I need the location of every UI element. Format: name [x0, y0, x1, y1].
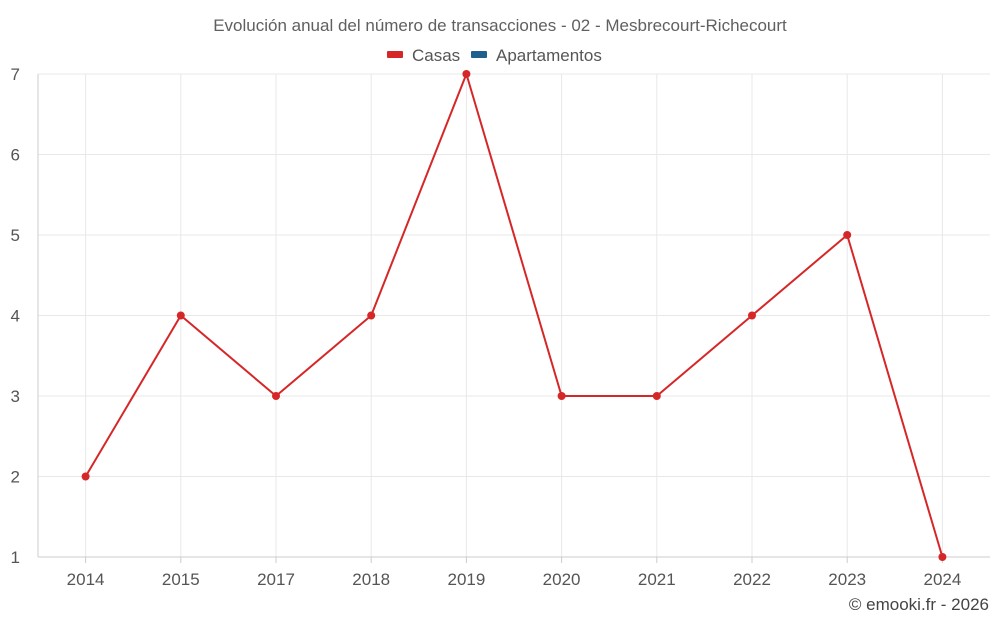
legend-item-casas[interactable]: Casas [387, 46, 460, 65]
data-point-casas-2020[interactable] [557, 392, 566, 400]
credit-text[interactable]: © emooki.fr - 2026 [849, 595, 989, 614]
legend-swatch-casas [387, 51, 403, 58]
y-tick-label: 4 [11, 307, 20, 326]
x-tick-label: 2021 [638, 570, 676, 589]
data-point-casas-2017[interactable] [272, 392, 280, 400]
data-point-casas-2014[interactable] [81, 472, 90, 481]
x-tick-label: 2019 [447, 570, 485, 589]
data-point-casas-2018[interactable] [367, 311, 376, 320]
y-tick-label: 2 [11, 468, 20, 487]
x-tick-label: 2024 [923, 570, 961, 589]
y-tick-label: 7 [11, 65, 20, 84]
chart-title: Evolución anual del número de transaccio… [213, 16, 787, 35]
y-tick-label: 5 [11, 226, 20, 245]
x-tick-label: 2018 [352, 570, 390, 589]
series-line-casas [84, 73, 944, 558]
legend-item-apartamentos[interactable]: Apartamentos [471, 46, 602, 65]
legend-swatch-apartamentos [471, 51, 487, 58]
data-point-casas-2021[interactable] [652, 392, 661, 400]
y-tick-label: 1 [11, 548, 20, 567]
x-tick-label: 2015 [162, 570, 200, 589]
legend-label-casas: Casas [412, 46, 460, 65]
axis-layer: 1 2 3 4 5 6 7 2014 2015 2017 2018 2019 2020 2021 2022 2… [11, 65, 990, 589]
x-tick-label: 2014 [67, 570, 105, 589]
x-tick-label: 2023 [828, 570, 866, 589]
series-layer [81, 70, 947, 561]
data-point-casas-2022[interactable] [748, 311, 756, 320]
x-tick-label: 2020 [543, 570, 581, 589]
legend-label-apartamentos: Apartamentos [496, 46, 602, 65]
y-tick-label: 3 [11, 387, 20, 406]
data-point-casas-2019[interactable] [462, 70, 471, 78]
chart-legend[interactable]: Casas Apartamentos [387, 46, 602, 65]
data-point-casas-2015[interactable] [176, 311, 185, 320]
data-point-casas-2024[interactable] [938, 553, 947, 561]
x-tick-label: 2022 [733, 570, 771, 589]
y-tick-label: 6 [11, 146, 20, 165]
data-point-casas-2023[interactable] [843, 231, 852, 239]
x-tick-label: 2017 [257, 570, 295, 589]
